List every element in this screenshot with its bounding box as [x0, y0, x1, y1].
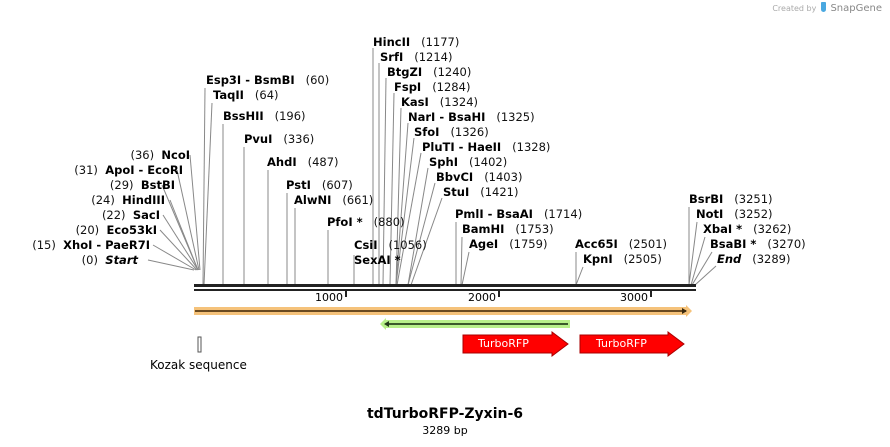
site-stui[interactable]: StuI (1421) [443, 185, 519, 199]
kozak-label: Kozak sequence [150, 358, 247, 372]
site-xbai[interactable]: XbaI * (3262) [703, 222, 792, 236]
site-bbvci[interactable]: BbvCI (1403) [436, 170, 523, 184]
site-csii[interactable]: CsiI (1056) [354, 238, 427, 252]
backbone-bottom-strand [194, 289, 696, 291]
site-fspi[interactable]: FspI (1284) [394, 80, 471, 94]
site-pvui[interactable]: PvuI (336) [244, 132, 315, 146]
site-end: End (3289) [717, 252, 791, 266]
site-eco53ki[interactable]: (20) Eco53kI [75, 223, 157, 237]
turborfp-arrow-2 [579, 331, 685, 357]
site-xhoi-paer7i[interactable]: (15) XhoI - PaeR7I [32, 238, 150, 252]
map-title: tdTurboRFP-Zyxin-6 [366, 406, 524, 422]
snapgene-logo-icon [820, 2, 826, 12]
axis-tick-2000: 2000 [468, 291, 496, 304]
site-acc65i[interactable]: Acc65I (2501) [575, 237, 668, 251]
site-bsrbi[interactable]: BsrBI (3251) [689, 192, 773, 206]
site-saci[interactable]: (22) SacI [101, 208, 160, 222]
credit-brand: SnapGene [830, 3, 882, 14]
site-start: (0) Start [81, 253, 138, 267]
turborfp-label-1: TurboRFP [478, 337, 529, 350]
site-bstbi[interactable]: (29) BstBI [109, 178, 175, 192]
kozak-marker [197, 336, 202, 353]
site-bsshii[interactable]: BssHII (196) [223, 109, 306, 123]
turborfp-label-2: TurboRFP [596, 337, 647, 350]
site-esp3i-bsmbi[interactable]: Esp3I - BsmBI (60) [206, 73, 330, 87]
turborfp-arrow-1 [462, 331, 569, 357]
site-ncoi[interactable]: (36) NcoI [130, 148, 190, 162]
site-sfoi[interactable]: SfoI (1326) [414, 125, 489, 139]
site-pmli-bsaai[interactable]: PmlI - BsaAI (1714) [455, 207, 583, 221]
site-bsabi[interactable]: BsaBI * (3270) [710, 237, 806, 251]
site-sphi[interactable]: SphI (1402) [429, 155, 508, 169]
site-sexai[interactable]: SexAI * [354, 253, 401, 267]
snapgene-credit: Created by SnapGene [772, 2, 882, 14]
site-hincii[interactable]: HincII (1177) [373, 35, 460, 49]
site-kpni[interactable]: KpnI (2505) [583, 252, 662, 266]
site-bamhi[interactable]: BamHI (1753) [462, 222, 554, 236]
credit-prefix: Created by [772, 4, 817, 13]
site-noti[interactable]: NotI (3252) [696, 207, 773, 221]
axis-tick-3000: 3000 [620, 291, 648, 304]
site-pfoi[interactable]: PfoI * (880) [327, 215, 405, 229]
backbone-top-strand [194, 284, 696, 287]
map-length: 3289 bp [422, 424, 468, 437]
site-pluti-haeii[interactable]: PluTI - HaeII (1328) [422, 140, 551, 154]
site-apoi-ecori[interactable]: (31) ApoI - EcoRI [74, 163, 183, 177]
site-taqii[interactable]: TaqII (64) [213, 88, 279, 102]
site-agei[interactable]: AgeI (1759) [469, 237, 548, 251]
site-psti[interactable]: PstI (607) [286, 178, 353, 192]
site-hindiii[interactable]: (24) HindIII [91, 193, 165, 207]
site-nari-bsahi[interactable]: NarI - BsaHI (1325) [408, 110, 535, 124]
axis-tick-1000: 1000 [315, 291, 343, 304]
site-btgzi[interactable]: BtgZI (1240) [387, 65, 472, 79]
site-alwni[interactable]: AlwNI (661) [294, 193, 374, 207]
site-kasi[interactable]: KasI (1324) [401, 95, 479, 109]
site-srfi[interactable]: SrfI (1214) [380, 50, 453, 64]
site-ahdi[interactable]: AhdI (487) [267, 155, 339, 169]
site-leader-lines [147, 48, 717, 286]
